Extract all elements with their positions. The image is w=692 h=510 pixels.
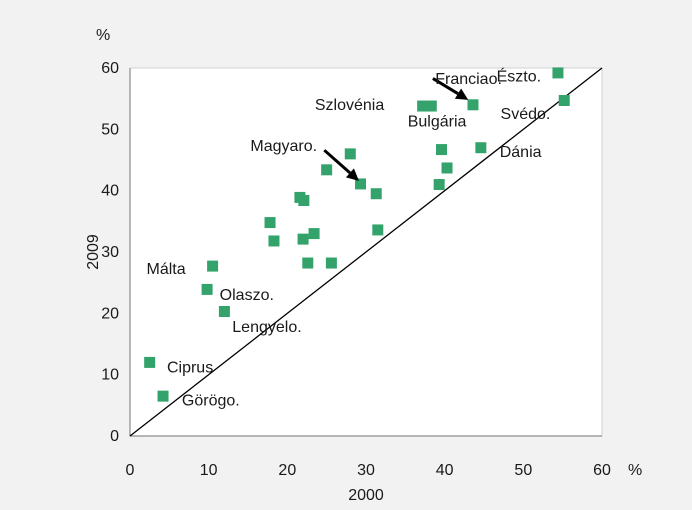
data-point: [433, 179, 445, 191]
data-point: [144, 356, 156, 368]
x-tick-label: 20: [278, 462, 296, 479]
data-point: [298, 194, 310, 206]
data-point: [467, 99, 479, 111]
y-tick-label: 30: [101, 244, 119, 261]
data-point: [370, 188, 382, 200]
point-label: Ciprus: [167, 359, 213, 376]
data-point: [354, 178, 366, 190]
point-label: Franciao.: [435, 71, 502, 88]
reference-line: [129, 67, 603, 437]
point-label: Olaszo.: [220, 287, 274, 304]
point-label: Dánia: [500, 144, 542, 161]
data-point: [436, 144, 448, 156]
x-unit-label: %: [628, 462, 642, 479]
x-tick-label: 50: [514, 462, 532, 479]
data-point: [425, 100, 437, 112]
arrow-head: [454, 88, 469, 100]
x-tick-label: 60: [593, 462, 611, 479]
data-point: [157, 390, 169, 402]
reference-line-group: [129, 67, 603, 437]
point-label: Lengyelo.: [232, 319, 301, 336]
y-tick-label: 60: [101, 60, 119, 77]
x-tick-labels: 0 10 20 30 40 50 60: [126, 462, 611, 479]
y-tick-label: 10: [101, 367, 119, 384]
x-tick-label: 10: [200, 462, 218, 479]
y-axis-title: 2009: [85, 234, 102, 270]
point-label: Észto.: [497, 67, 541, 86]
data-point: [308, 228, 320, 240]
data-point: [268, 235, 280, 247]
data-point: [325, 257, 337, 269]
y-unit-label: %: [96, 27, 110, 44]
annotation-arrows: [323, 77, 469, 181]
data-point: [552, 67, 564, 79]
data-point: [201, 283, 213, 295]
point-label: Görögo.: [182, 392, 240, 409]
data-point: [218, 305, 230, 317]
arrow-shaft: [432, 77, 459, 95]
data-point: [302, 257, 314, 269]
y-tick-label: 50: [101, 121, 119, 138]
point-annotations: Franciao.Észto. Szlovénia Bulgária Svédo. Ma…: [147, 67, 551, 410]
arrow-shaft: [323, 149, 351, 175]
x-tick-label: 0: [126, 462, 135, 479]
x-tick-label: 40: [436, 462, 454, 479]
point-label: Málta: [147, 261, 186, 278]
point-label: Magyaro.: [250, 138, 317, 155]
point-label: Szlovénia: [315, 97, 384, 114]
data-point: [417, 100, 429, 112]
data-point: [264, 217, 276, 229]
data-points: [144, 67, 570, 402]
data-point: [372, 224, 384, 236]
arrow-head: [345, 168, 359, 181]
point-label: Svédo.: [501, 106, 551, 123]
x-axis-title: 2000: [348, 487, 384, 504]
data-point: [441, 162, 453, 174]
data-point: [344, 148, 356, 160]
point-label: Bulgária: [408, 113, 467, 130]
y-tick-label: 0: [110, 428, 119, 445]
y-tick-label: 20: [101, 305, 119, 322]
x-tick-label: 30: [357, 462, 375, 479]
data-point: [297, 233, 309, 245]
y-tick-label: 40: [101, 183, 119, 200]
data-point: [207, 260, 219, 272]
data-point: [475, 142, 487, 154]
data-point: [321, 164, 333, 176]
data-point: [558, 95, 570, 107]
y-tick-labels: 0 10 20 30 40 50 60: [101, 60, 119, 445]
